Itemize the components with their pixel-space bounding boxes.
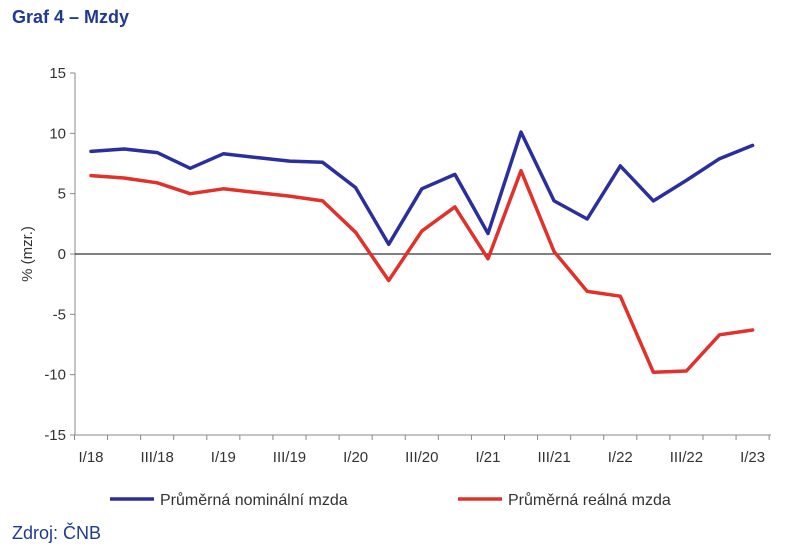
y-tick-label: 5 bbox=[58, 186, 66, 203]
x-tick-label: III/21 bbox=[537, 449, 570, 466]
x-tick-label: I/20 bbox=[343, 449, 368, 466]
real-wage-line bbox=[89, 168, 755, 375]
y-axis-label: % (mzr.) bbox=[19, 226, 36, 282]
x-tick-label: III/18 bbox=[140, 449, 173, 466]
y-tick-label: -5 bbox=[53, 306, 66, 323]
y-tick-label: 10 bbox=[49, 125, 66, 142]
x-ticks: I/18 III/18 I/19 III/19 I/20 III/20 I/21 III/21… bbox=[73, 435, 770, 466]
y-tick-label: 0 bbox=[58, 246, 66, 263]
series-lines bbox=[89, 130, 755, 375]
y-tick-label: 15 bbox=[49, 65, 66, 82]
x-tick-label: I/23 bbox=[740, 449, 765, 466]
legend: Průměrná nominální mzda Průměrná reálná m… bbox=[110, 491, 671, 509]
legend-label: Průměrná reálná mzda bbox=[508, 491, 671, 509]
source-note: Zdroj: ČNB bbox=[12, 523, 102, 543]
chart-title: Graf 4 – Mzdy bbox=[12, 7, 130, 27]
x-tick-label: I/18 bbox=[78, 449, 103, 466]
x-tick-label: I/22 bbox=[608, 449, 633, 466]
x-tick-label: III/22 bbox=[670, 449, 703, 466]
x-tick-label: I/21 bbox=[475, 449, 500, 466]
y-ticks: 15 10 5 0 -5 -10 -15 bbox=[44, 65, 75, 444]
y-tick-label: -15 bbox=[44, 427, 66, 444]
x-tick-label: III/20 bbox=[405, 449, 438, 466]
x-tick-label: I/19 bbox=[211, 449, 236, 466]
x-tick-label: III/19 bbox=[273, 449, 306, 466]
nominal-wage-line bbox=[89, 130, 755, 247]
legend-label: Průměrná nominální mzda bbox=[160, 491, 348, 509]
y-tick-label: -10 bbox=[44, 367, 66, 384]
